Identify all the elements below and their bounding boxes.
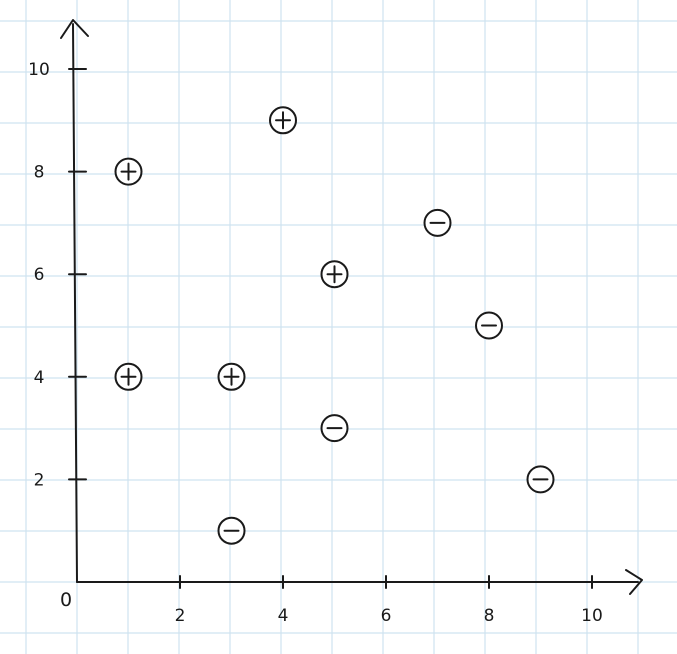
minus-point <box>475 311 503 340</box>
y-tick-label: 4 <box>34 368 45 388</box>
plus-point <box>114 362 143 391</box>
origin-label: 0 <box>60 589 72 611</box>
data-points <box>114 106 555 545</box>
x-tick-label: 4 <box>278 606 289 626</box>
plus-point <box>320 260 349 289</box>
axis-ticks: 2 4 6 8 10 2 4 6 8 10 <box>28 60 603 626</box>
y-axis-arrowhead <box>60 19 89 39</box>
plus-point <box>114 157 143 186</box>
minus-point <box>526 465 555 494</box>
y-axis <box>72 23 78 583</box>
minus-point <box>423 208 452 237</box>
y-tick-label: 6 <box>34 265 45 285</box>
y-tick-label: 10 <box>28 60 50 80</box>
x-tick-label: 10 <box>581 606 603 626</box>
minus-point <box>320 414 349 443</box>
plus-point <box>217 362 246 391</box>
x-tick-label: 6 <box>381 606 392 626</box>
x-tick-label: 8 <box>484 606 495 626</box>
minus-point <box>217 516 246 545</box>
y-tick-label: 8 <box>34 163 45 183</box>
x-tick-label: 2 <box>175 606 186 626</box>
x-axis-arrowhead <box>625 569 643 595</box>
plus-point <box>269 106 297 135</box>
y-tick-label: 2 <box>34 470 45 490</box>
axes <box>60 19 643 595</box>
